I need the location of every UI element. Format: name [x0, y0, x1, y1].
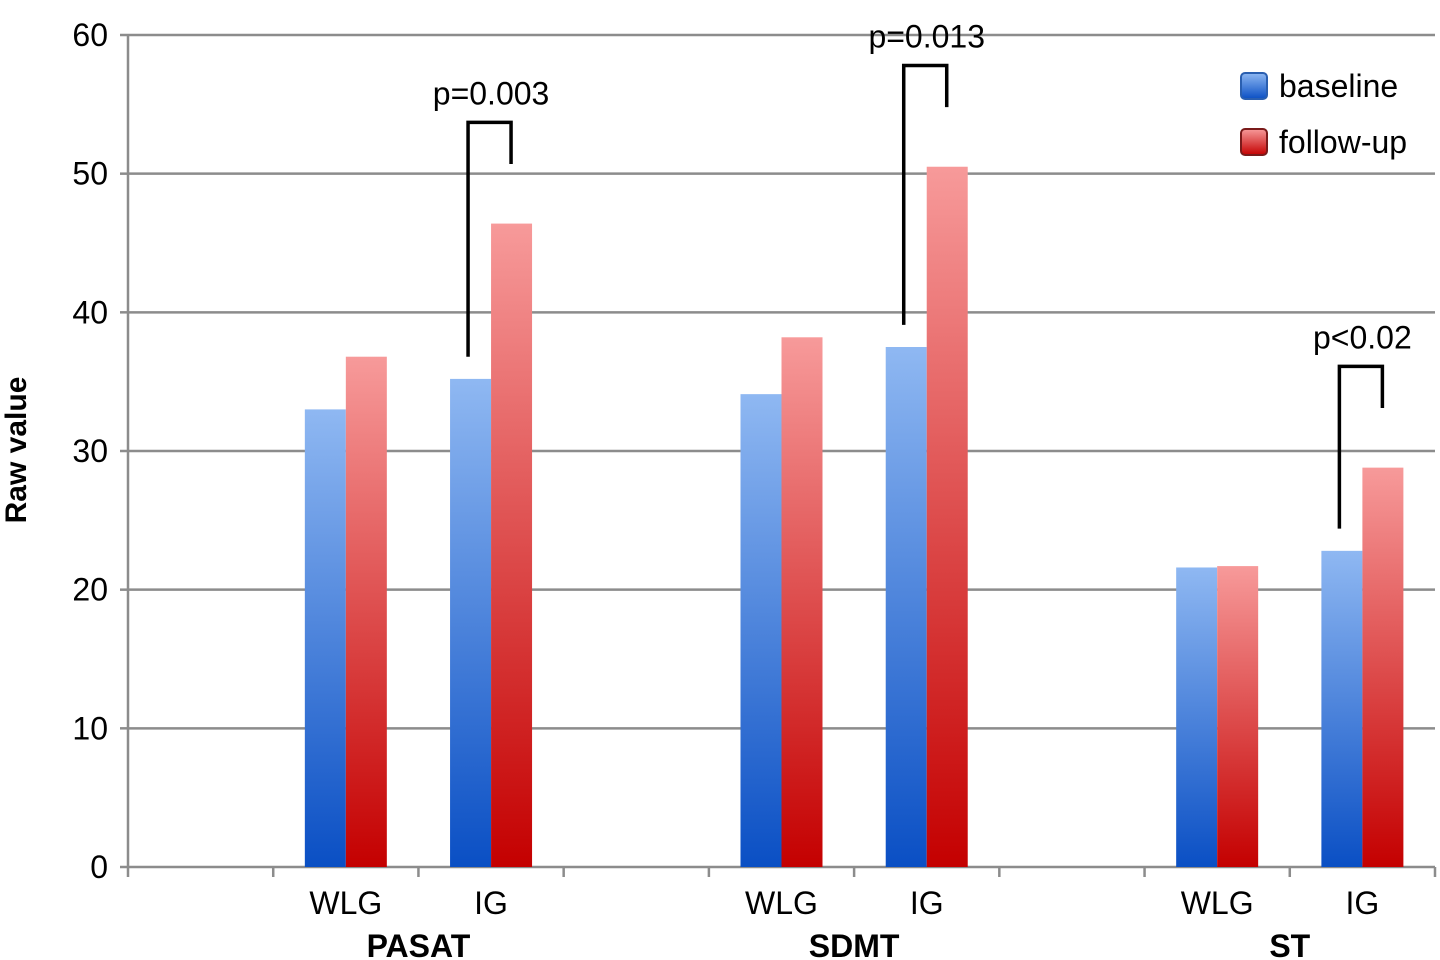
y-tick-label: 0 [90, 849, 108, 885]
significance-bracket [466, 120, 513, 357]
group-label: SDMT [809, 928, 900, 960]
y-tick-label: 60 [72, 17, 108, 53]
legend-swatch-0 [1240, 72, 1268, 100]
y-axis-title: Raw value [0, 377, 33, 524]
bar-baseline-sdmt-ig [885, 347, 927, 867]
y-tick-label: 10 [72, 710, 108, 746]
bar-followup-pasat-ig [491, 223, 533, 867]
category-label: IG [474, 885, 508, 921]
p-value-label: p=0.003 [433, 75, 550, 111]
category-label: IG [1345, 885, 1379, 921]
group-label: ST [1269, 928, 1310, 960]
legend: baseline follow-up [1240, 68, 1407, 160]
p-value-label: p=0.013 [868, 19, 985, 55]
category-label: WLG [745, 885, 818, 921]
bar-baseline-sdmt-wlg [740, 394, 782, 867]
bar-followup-sdmt-ig [926, 166, 968, 867]
category-label: IG [910, 885, 944, 921]
bar-followup-sdmt-wlg [781, 337, 823, 867]
category-label: WLG [1181, 885, 1254, 921]
y-tick-label: 50 [72, 156, 108, 192]
significance-bracket [901, 63, 949, 325]
bar-followup-pasat-wlg [345, 356, 387, 867]
legend-label: baseline [1279, 68, 1398, 104]
y-tick-label: 30 [72, 433, 108, 469]
legend-label: follow-up [1279, 124, 1407, 160]
p-value-label: p<0.02 [1313, 319, 1412, 355]
bar-baseline-pasat-ig [450, 378, 492, 867]
significance-bracket [1337, 364, 1385, 529]
significance-annotations: p=0.003 p=0.013 p<0.02 [433, 19, 1412, 529]
bar-baseline-st-ig [1321, 550, 1363, 867]
bar-followup-st-wlg [1217, 566, 1259, 867]
bar-baseline-st-wlg [1176, 567, 1218, 867]
group-label: PASAT [367, 928, 471, 960]
y-tick-label: 40 [72, 294, 108, 330]
category-label: WLG [309, 885, 382, 921]
bar-baseline-pasat-wlg [304, 409, 346, 867]
bar-followup-st-ig [1362, 467, 1404, 867]
y-tick-label: 20 [72, 572, 108, 608]
bars [304, 166, 1404, 867]
legend-swatch-1 [1240, 128, 1268, 156]
